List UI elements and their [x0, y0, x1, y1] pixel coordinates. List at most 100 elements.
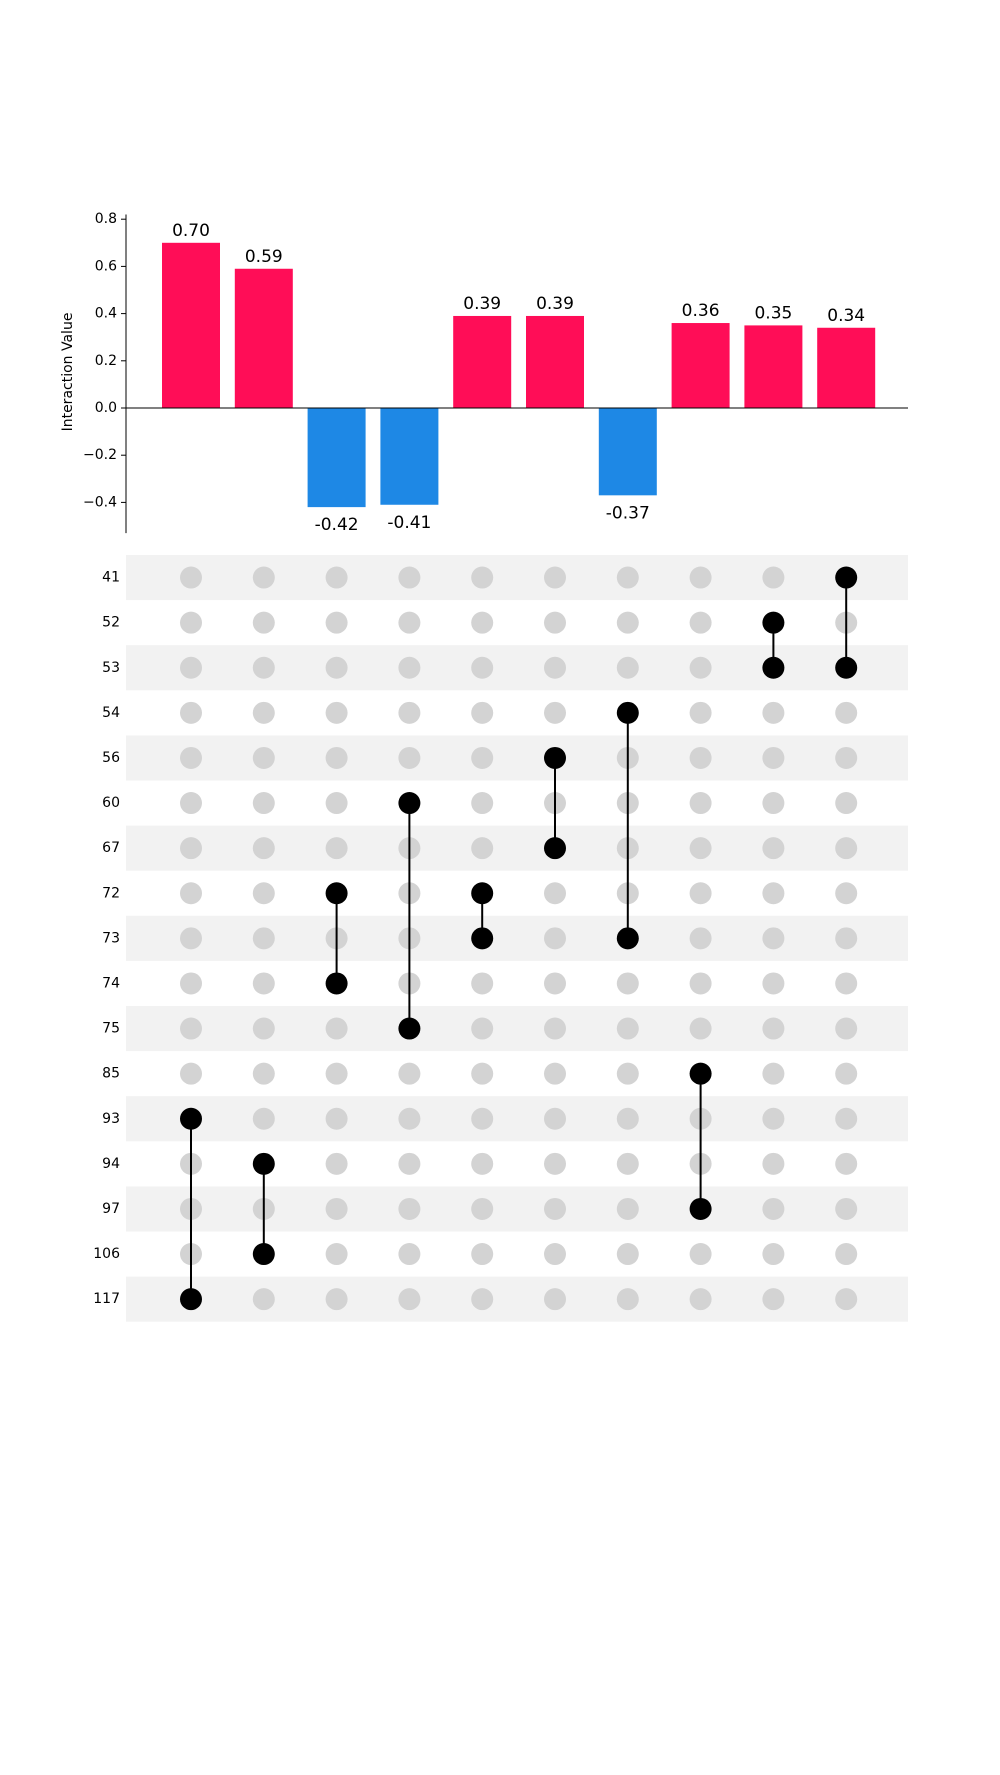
inactive-dot: [616, 1243, 639, 1266]
inactive-dot: [180, 927, 202, 950]
inactive-dot: [835, 792, 858, 815]
inactive-dot: [252, 1062, 275, 1085]
inactive-dot: [398, 611, 421, 634]
inactive-dot: [252, 882, 275, 905]
inactive-dot: [325, 1062, 348, 1085]
inactive-dot: [398, 1107, 421, 1130]
feature-label: 73: [102, 930, 120, 946]
active-dot: [180, 1288, 202, 1311]
inactive-dot: [180, 656, 202, 679]
inactive-dot: [835, 1243, 858, 1266]
feature-label: 72: [102, 885, 120, 901]
inactive-dot: [616, 1152, 639, 1175]
bar-value-label: 0.39: [536, 294, 574, 314]
active-dot: [544, 837, 566, 860]
inactive-dot: [835, 972, 858, 995]
feature-label: 106: [93, 1246, 120, 1262]
row-stripe: [126, 1096, 908, 1142]
row-stripe: [126, 645, 908, 691]
inactive-dot: [544, 1152, 566, 1175]
active-dot: [471, 882, 494, 905]
active-dot: [835, 656, 858, 679]
inactive-dot: [398, 746, 421, 769]
bar: [453, 315, 512, 408]
inactive-dot: [252, 611, 275, 634]
y-axis-label: Interaction Value: [60, 313, 76, 432]
bar: [671, 323, 730, 408]
inactive-dot: [762, 792, 785, 815]
active-dot: [398, 792, 421, 815]
inactive-dot: [762, 1062, 785, 1085]
inactive-dot: [689, 611, 712, 634]
y-tick-label: 0.6: [95, 258, 117, 274]
inactive-dot: [398, 566, 421, 589]
active-dot: [689, 1197, 712, 1220]
inactive-dot: [471, 746, 494, 769]
inactive-dot: [835, 927, 858, 950]
active-dot: [835, 566, 858, 589]
bar: [817, 327, 876, 408]
inactive-dot: [544, 972, 566, 995]
inactive-dot: [325, 701, 348, 724]
inactive-dot: [616, 611, 639, 634]
feature-label: 41: [102, 570, 120, 586]
inactive-dot: [544, 1243, 566, 1266]
active-dot: [762, 656, 785, 679]
inactive-dots: [180, 566, 858, 1311]
inactive-dot: [544, 927, 566, 950]
inactive-dot: [616, 1062, 639, 1085]
inactive-dot: [616, 1107, 639, 1130]
feature-label: 93: [102, 1111, 120, 1127]
inactive-dot: [471, 1197, 494, 1220]
inactive-dot: [835, 1288, 858, 1311]
y-tick-label: −0.2: [83, 447, 117, 463]
inactive-dot: [689, 746, 712, 769]
inactive-dot: [180, 882, 202, 905]
inactive-dot: [835, 1062, 858, 1085]
feature-label: 74: [102, 975, 120, 991]
inactive-dot: [689, 701, 712, 724]
inactive-dot: [325, 746, 348, 769]
inactive-dot: [689, 1288, 712, 1311]
inactive-dot: [325, 611, 348, 634]
inactive-dot: [398, 1152, 421, 1175]
feature-label: 85: [102, 1066, 120, 1082]
inactive-dot: [471, 701, 494, 724]
inactive-dot: [398, 701, 421, 724]
inactive-dot: [398, 1288, 421, 1311]
inactive-dot: [180, 611, 202, 634]
inactive-dot: [252, 927, 275, 950]
inactive-dot: [471, 1107, 494, 1130]
inactive-dot: [471, 792, 494, 815]
inactive-dot: [252, 792, 275, 815]
inactive-dot: [252, 746, 275, 769]
row-stripe: [126, 1186, 908, 1232]
active-dot: [762, 611, 785, 634]
inactive-dot: [180, 701, 202, 724]
inactive-dot: [325, 792, 348, 815]
inactive-dot: [252, 972, 275, 995]
inactive-dot: [835, 701, 858, 724]
inactive-dot: [689, 1243, 712, 1266]
inactive-dot: [689, 837, 712, 860]
active-dot: [252, 1243, 275, 1266]
bar-value-label: 0.36: [682, 301, 720, 321]
bar: [234, 268, 293, 408]
row-stripe: [126, 555, 908, 601]
feature-label: 97: [102, 1201, 120, 1217]
inactive-dot: [616, 1288, 639, 1311]
y-tick-label: −0.4: [83, 494, 117, 510]
inactive-dot: [762, 1017, 785, 1040]
bar: [526, 315, 584, 408]
active-dot: [616, 701, 639, 724]
inactive-dot: [398, 1243, 421, 1266]
bar-series: [162, 242, 876, 508]
inactive-dot: [180, 792, 202, 815]
inactive-dot: [325, 1197, 348, 1220]
inactive-dot: [398, 1062, 421, 1085]
inactive-dot: [616, 566, 639, 589]
inactive-dot: [835, 746, 858, 769]
inactive-dot: [544, 1107, 566, 1130]
inactive-dot: [325, 1107, 348, 1130]
